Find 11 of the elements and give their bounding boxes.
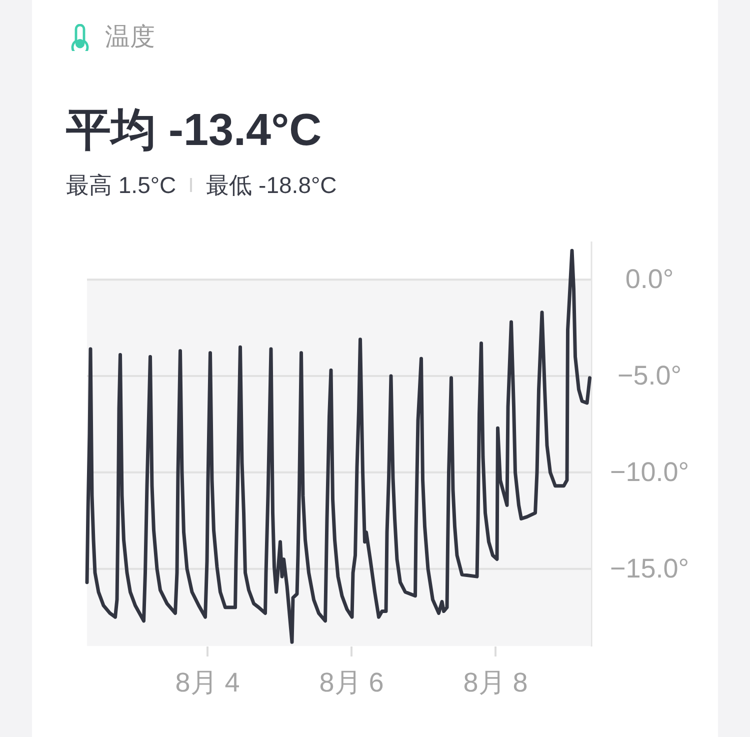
text: 最高 1.5°C bbox=[66, 171, 176, 199]
chart-subtitle: 平均 -13.4°C bbox=[66, 104, 322, 156]
text: 最低 -18.8°C bbox=[206, 171, 337, 199]
y-tick-label: 0.0° bbox=[625, 264, 674, 294]
chart-title: 温度 bbox=[105, 22, 155, 52]
y-tick-label: −5.0° bbox=[617, 360, 682, 390]
y-tick-label: −15.0° bbox=[610, 553, 690, 584]
x-tick-label: 8月 8 bbox=[463, 668, 528, 698]
x-tick-label: 8月 4 bbox=[175, 668, 240, 698]
x-tick-label: 8月 6 bbox=[319, 668, 384, 698]
y-tick-label: −10.0° bbox=[610, 456, 690, 487]
